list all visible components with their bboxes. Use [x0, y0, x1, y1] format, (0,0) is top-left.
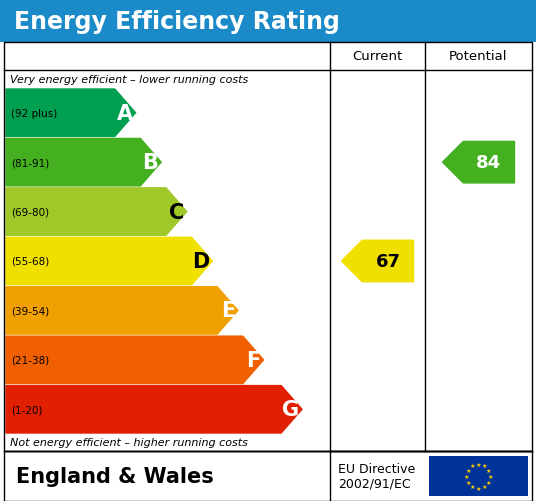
Text: ★: ★: [475, 485, 481, 490]
Text: ★: ★: [464, 473, 470, 478]
Text: (39-54): (39-54): [11, 306, 49, 316]
Text: ★: ★: [486, 479, 492, 484]
Text: E: E: [221, 301, 235, 321]
Text: Very energy efficient – lower running costs: Very energy efficient – lower running co…: [10, 75, 248, 85]
Text: F: F: [247, 350, 260, 370]
Text: (81-91): (81-91): [11, 158, 49, 168]
Text: 84: 84: [477, 154, 502, 172]
Text: ★: ★: [482, 463, 487, 468]
Text: A: A: [116, 104, 132, 123]
Text: (21-38): (21-38): [11, 355, 49, 365]
Polygon shape: [341, 241, 413, 282]
Text: Energy Efficiency Rating: Energy Efficiency Rating: [14, 10, 340, 34]
Bar: [0, 0, 536, 43]
Polygon shape: [6, 238, 212, 285]
Polygon shape: [6, 337, 264, 384]
Polygon shape: [6, 90, 136, 137]
Text: C: C: [168, 202, 184, 222]
Text: ★: ★: [470, 484, 475, 489]
Text: B: B: [142, 153, 158, 173]
Polygon shape: [6, 386, 302, 433]
Text: England & Wales: England & Wales: [16, 466, 214, 486]
Bar: [429, 456, 528, 496]
Text: Not energy efficient – higher running costs: Not energy efficient – higher running co…: [10, 438, 248, 447]
Text: ★: ★: [475, 461, 481, 466]
Bar: [4, 43, 532, 451]
Bar: [4, 451, 532, 501]
Text: ★: ★: [486, 467, 492, 472]
Text: 67: 67: [375, 253, 400, 271]
Text: 2002/91/EC: 2002/91/EC: [338, 476, 411, 489]
Text: G: G: [282, 399, 299, 419]
Polygon shape: [443, 142, 515, 183]
Text: (69-80): (69-80): [11, 207, 49, 217]
Text: Potential: Potential: [449, 51, 508, 63]
Text: EU Directive: EU Directive: [338, 462, 415, 475]
Polygon shape: [6, 188, 187, 236]
Text: ★: ★: [488, 473, 493, 478]
Text: ★: ★: [465, 467, 471, 472]
Text: Current: Current: [352, 51, 403, 63]
Polygon shape: [6, 139, 161, 186]
Text: (1-20): (1-20): [11, 404, 42, 414]
Polygon shape: [6, 287, 238, 335]
Text: ★: ★: [470, 463, 475, 468]
Text: ★: ★: [482, 484, 487, 489]
Text: D: D: [192, 252, 210, 272]
Text: (55-68): (55-68): [11, 257, 49, 267]
Text: (92 plus): (92 plus): [11, 109, 57, 118]
Text: ★: ★: [465, 479, 471, 484]
